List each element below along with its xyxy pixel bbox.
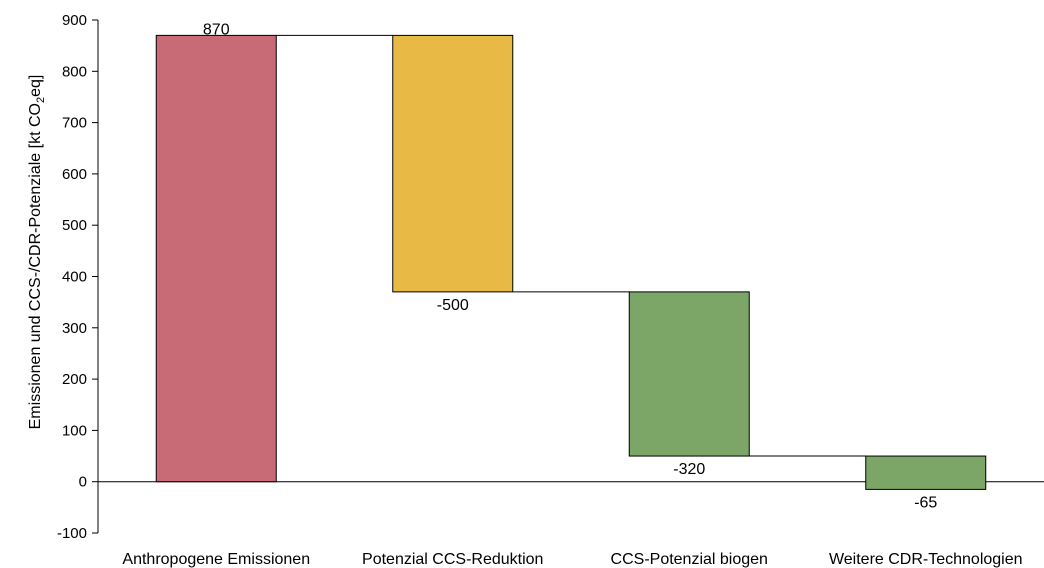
x-category-label-2: Potenzial CCS-Reduktion: [362, 551, 543, 568]
bar-4: [865, 455, 987, 490]
data-label-1: 870: [203, 21, 230, 38]
y-tick-label: 700: [62, 115, 87, 132]
y-tick-label: 300: [62, 320, 87, 337]
y-tick-label: 800: [62, 63, 87, 80]
bar-1: [155, 34, 277, 483]
y-tick-label: 100: [62, 422, 87, 439]
y-tick-label: 600: [62, 166, 87, 183]
y-axis-title: Emissionen und CCS-/CDR-Potenziale [kt C…: [27, 75, 47, 430]
y-tick-label: -100: [57, 525, 87, 542]
y-tick-label: 500: [62, 217, 87, 234]
data-label-4: -65: [914, 494, 937, 511]
bar-2: [392, 34, 514, 293]
y-tick-label: 400: [62, 269, 87, 286]
y-tick-label: 900: [62, 12, 87, 29]
bar-layer: [155, 34, 987, 490]
connector-layer: [276, 34, 866, 457]
y-axis-title-subscript: 2: [35, 97, 47, 103]
x-category-label-3: CCS-Potenzial biogen: [611, 551, 768, 568]
data-label-3: -320: [673, 461, 705, 478]
x-category-label-1: Anthropogene Emissionen: [122, 551, 310, 568]
y-axis-title-main: Emissionen und CCS-/CDR-Potenziale [kt C…: [27, 103, 44, 429]
y-tick-label: 200: [62, 371, 87, 388]
bar-3: [628, 291, 750, 457]
y-tick-label: 0: [79, 474, 87, 491]
x-category-label-4: Weitere CDR-Technologien: [829, 551, 1023, 568]
axes-layer: -100 0 100 200 300 400 500 600 700 800 900: [57, 12, 1044, 542]
data-label-2: -500: [437, 297, 469, 314]
label-layer: 870 Anthropogene Emissionen -500 Potenzial …: [122, 21, 1022, 568]
y-axis-title-end: eq]: [27, 75, 44, 97]
